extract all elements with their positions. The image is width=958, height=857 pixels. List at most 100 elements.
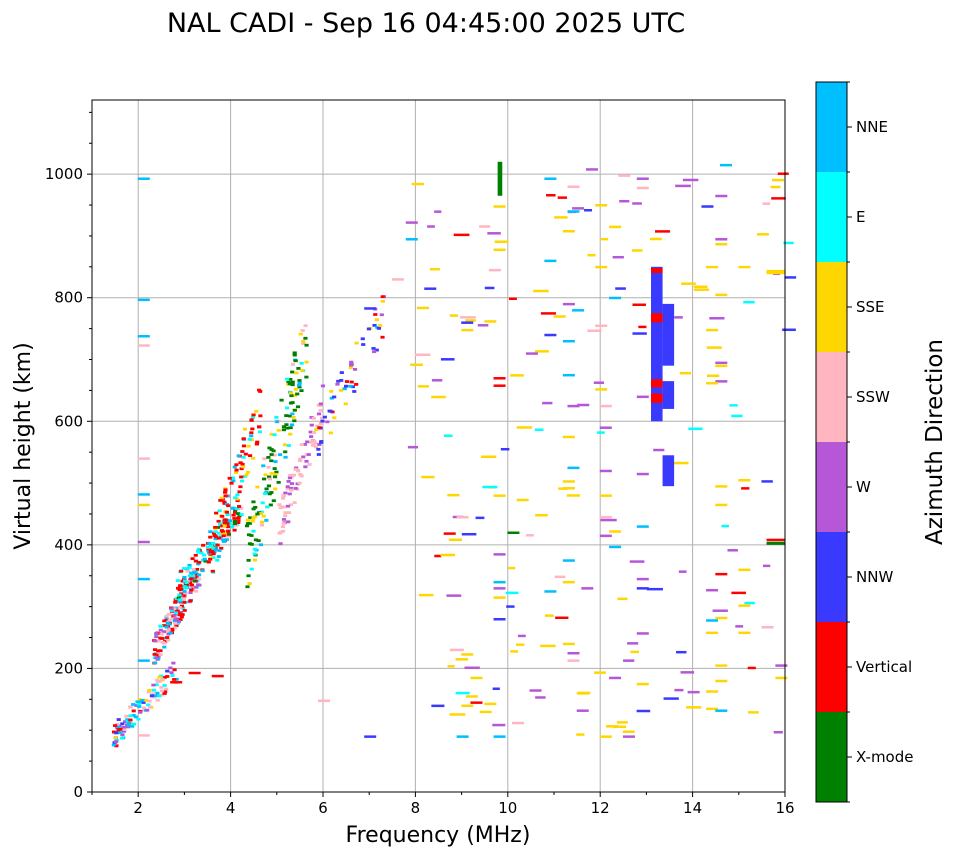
echo-point [290, 370, 295, 374]
echo-point [261, 464, 266, 468]
echo-point [576, 692, 589, 695]
echo-point [122, 728, 127, 732]
echo-point [251, 413, 256, 417]
echo-point [581, 587, 594, 590]
echo-point [297, 383, 302, 387]
echo-point [231, 513, 236, 517]
echo-point [193, 585, 198, 589]
echo-point [479, 225, 491, 228]
echo-point [248, 516, 253, 520]
echo-point [288, 503, 294, 507]
echo-point [128, 718, 133, 722]
echo-point [172, 613, 177, 617]
colorbar-frame [815, 81, 848, 803]
echo-point [599, 426, 612, 429]
echo-point [288, 401, 294, 405]
echo-point [453, 233, 470, 237]
echo-point [688, 427, 703, 431]
colorbar-swatch-e [816, 172, 847, 262]
echo-point [118, 731, 123, 735]
echo-point [151, 688, 156, 692]
echo-point [254, 409, 259, 413]
echo-point [193, 559, 198, 563]
echo-point [113, 724, 118, 727]
echo-point [328, 431, 333, 435]
echo-point [411, 182, 424, 186]
echo-point [238, 461, 243, 465]
echo-point [320, 419, 325, 423]
echo-point [262, 457, 267, 461]
echo-point [562, 339, 575, 343]
colorbar-label: X-mode [856, 748, 913, 766]
echo-point [510, 650, 519, 653]
echo-point [738, 631, 751, 635]
echo-point [567, 466, 580, 470]
echo-point [391, 278, 404, 281]
echo-point [738, 478, 751, 482]
echo-point [147, 688, 152, 692]
echo-point [162, 675, 167, 679]
echo-point [509, 297, 517, 300]
echo-point [303, 465, 308, 469]
echo-point [272, 467, 277, 470]
echo-point [164, 618, 169, 621]
echo-point [269, 459, 274, 463]
echo-point [211, 531, 217, 535]
echo-point [276, 480, 281, 484]
echo-point [493, 735, 506, 738]
echo-point [118, 727, 123, 731]
echo-point [258, 414, 263, 418]
echo-point [158, 628, 163, 632]
echo-point [566, 494, 581, 497]
echo-point [179, 615, 184, 619]
echo-point [281, 517, 287, 521]
echo-point [373, 313, 378, 316]
echo-point [194, 573, 199, 576]
echo-point [505, 591, 519, 595]
echo-point [465, 319, 476, 322]
echo-point [220, 514, 225, 518]
echo-point [126, 725, 131, 729]
echo-point [214, 511, 219, 515]
echo-point [259, 523, 264, 527]
echo-point [203, 559, 208, 563]
echo-point [176, 620, 182, 623]
x-axis-label: Frequency (MHz) [346, 823, 531, 848]
echo-point [133, 715, 138, 719]
echo-point [187, 585, 192, 589]
echo-point [291, 416, 296, 419]
echo-point [289, 486, 294, 490]
echo-point [215, 558, 220, 562]
colorbar-label: SSE [856, 298, 885, 316]
echo-point [636, 577, 649, 581]
echo-point [609, 225, 622, 229]
echo-point [706, 346, 722, 349]
echo-point [111, 743, 116, 747]
echo-point [283, 491, 288, 495]
echo-point [239, 475, 244, 479]
echo-point [706, 328, 719, 332]
echo-point [354, 341, 359, 345]
echo-point [286, 380, 291, 384]
x-tick-label: 6 [318, 799, 328, 817]
echo-point [241, 437, 246, 441]
echo-point [189, 577, 194, 581]
echo-point [304, 375, 309, 379]
echo-point [318, 409, 323, 412]
echo-point [274, 420, 279, 424]
echo-point [208, 530, 213, 534]
echo-point [155, 678, 160, 682]
echo-point [632, 202, 642, 205]
echo-point [595, 265, 608, 269]
x-tick-label: 14 [683, 799, 702, 817]
echo-point [546, 194, 556, 197]
echo-point [174, 677, 179, 681]
echo-point [154, 683, 159, 687]
echo-point [599, 469, 612, 473]
echo-point [771, 178, 784, 182]
echo-point [208, 535, 213, 539]
echo-point [156, 652, 161, 655]
echo-point [609, 296, 622, 300]
echo-point [320, 384, 326, 388]
echo-point [292, 419, 297, 423]
